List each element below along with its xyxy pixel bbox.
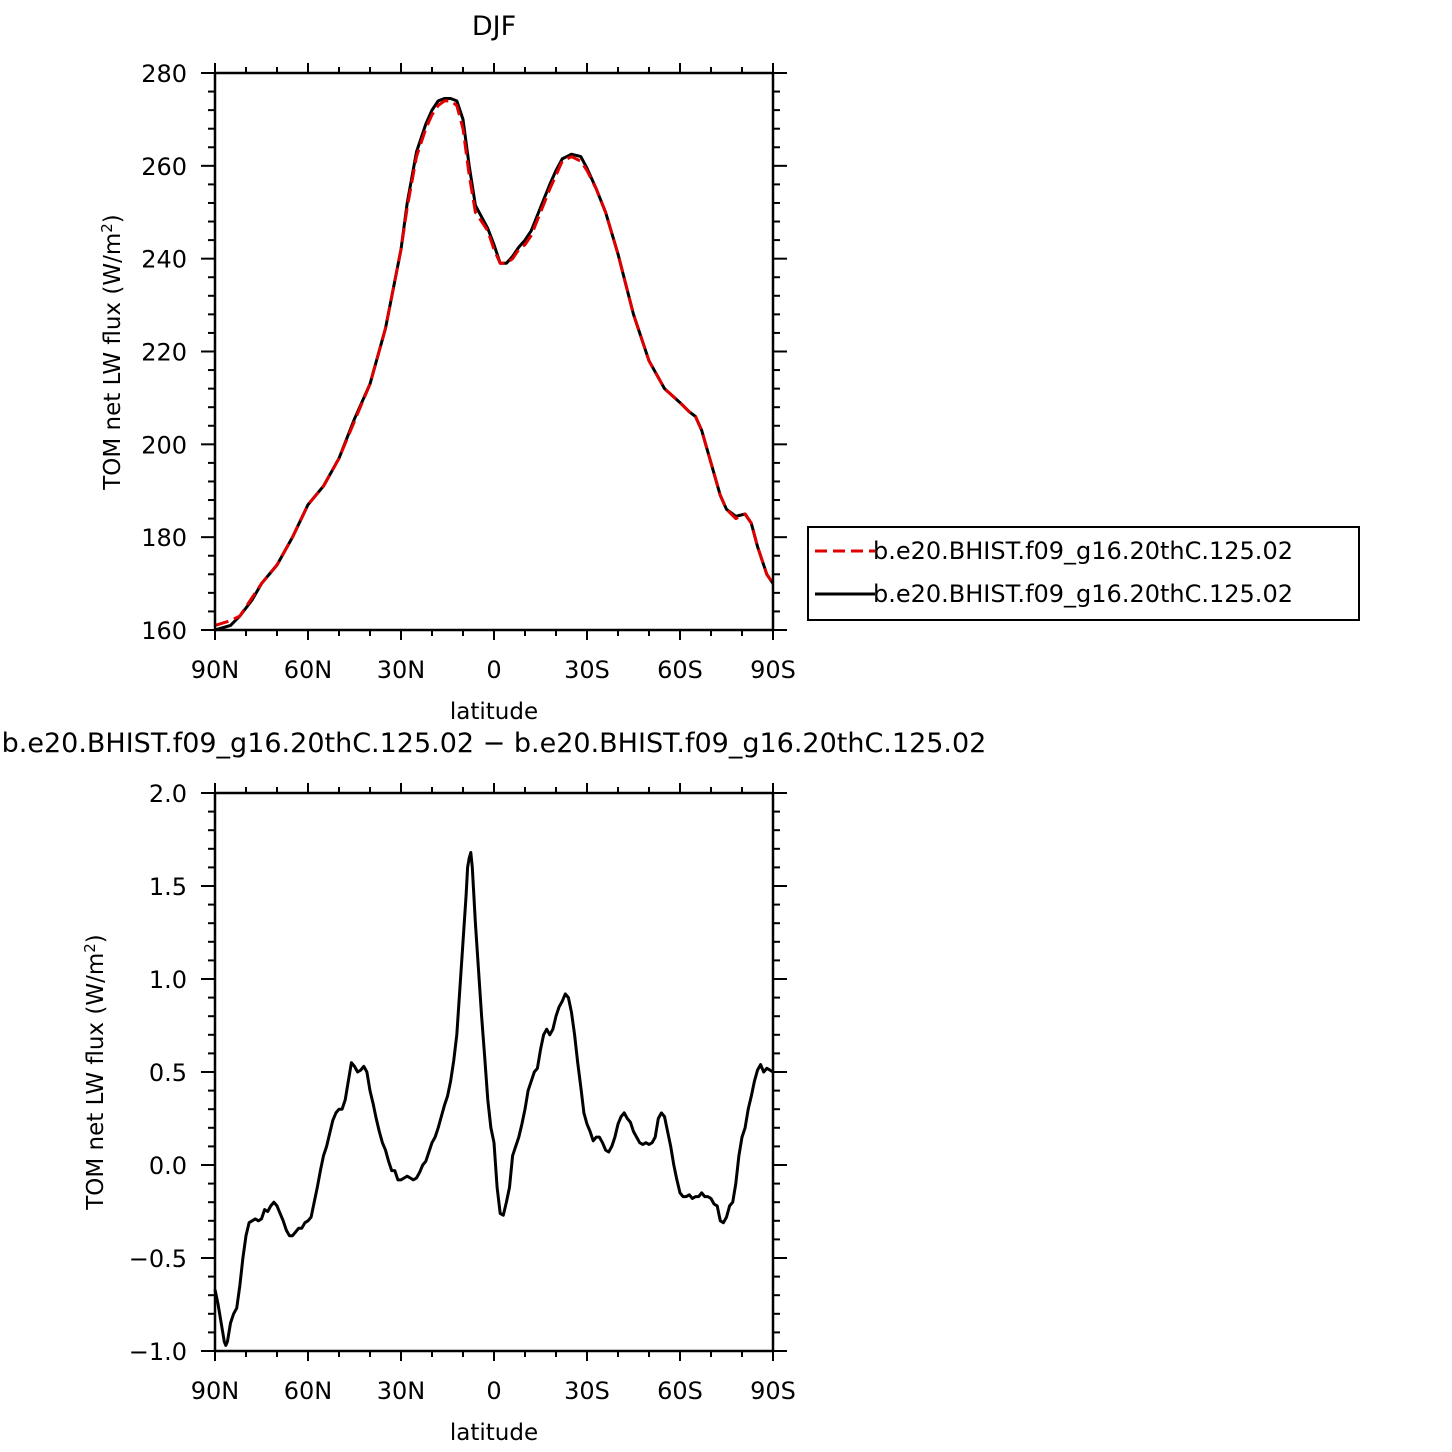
y-axis-label-end: ) xyxy=(100,214,126,223)
y-tick-label: 1.5 xyxy=(149,873,187,901)
top-chart-panel: DJF latitude TOM net LW flux (W/m2) 90N 6… xyxy=(98,11,1360,725)
y-tick-label: 2.0 xyxy=(149,780,187,808)
y-tick-label: 240 xyxy=(141,246,187,274)
tick-labels: 90N 60N 30N 0 30S 60S 90S 160 180 200 220 240 260 280 xyxy=(141,60,796,684)
bottom-chart-panel: b.e20.BHIST.f09_g16.20thC.125.02 − b.e20… xyxy=(2,728,987,1446)
difference-chart-title: b.e20.BHIST.f09_g16.20thC.125.02 − b.e20… xyxy=(2,728,987,759)
legend-entry-1: b.e20.BHIST.f09_g16.20thC.125.02 xyxy=(873,537,1293,565)
x-tick-label: 90N xyxy=(191,1377,240,1405)
y-axis-label: TOM net LW flux (W/m2) xyxy=(98,214,126,491)
legend-box xyxy=(807,526,1360,621)
x-tick-label: 60N xyxy=(284,656,333,684)
legend: b.e20.BHIST.f09_g16.20thC.125.02 b.e20.B… xyxy=(807,526,1360,621)
x-tick-label: 30N xyxy=(377,1377,426,1405)
y-tick-label: 180 xyxy=(141,524,187,552)
series-line-black-solid xyxy=(213,851,774,1347)
x-tick-label: 90S xyxy=(750,656,796,684)
plot-lines xyxy=(214,97,775,632)
y-tick-label: 0.5 xyxy=(149,1059,187,1087)
chart-title: DJF xyxy=(472,11,516,42)
y-tick-label: −1.0 xyxy=(129,1338,187,1366)
x-tick-label: 0 xyxy=(486,656,501,684)
y-tick-label: 0.0 xyxy=(149,1152,187,1180)
axis-ticks xyxy=(201,63,787,640)
series-line-black-solid xyxy=(214,97,775,632)
series-line-red-dashed xyxy=(214,99,775,627)
y-axis-label-text: TOM net LW flux (W/m xyxy=(83,953,109,1211)
x-axis-label: latitude xyxy=(450,699,538,725)
axis-ticks xyxy=(201,783,787,1361)
plot-frame xyxy=(213,791,775,1353)
y-axis-label-superscript: 2 xyxy=(81,943,99,953)
x-tick-label: 30N xyxy=(377,656,426,684)
y-tick-label: 160 xyxy=(141,617,187,645)
x-tick-label: 90S xyxy=(750,1377,796,1405)
x-tick-label: 60N xyxy=(284,1377,333,1405)
plot-frame xyxy=(213,71,775,632)
x-axis-label: latitude xyxy=(450,1420,538,1446)
y-tick-label: 200 xyxy=(141,431,187,459)
y-axis-label-superscript: 2 xyxy=(98,223,116,233)
y-tick-label: 1.0 xyxy=(149,966,187,994)
y-tick-label: 260 xyxy=(141,153,187,181)
tick-labels: 90N 60N 30N 0 30S 60S 90S −1.0 −0.5 0.0 0.5 1.0 1.5 2… xyxy=(129,780,796,1405)
x-tick-label: 90N xyxy=(191,656,240,684)
y-tick-label: 220 xyxy=(141,339,187,367)
y-axis-label: TOM net LW flux (W/m2) xyxy=(81,934,109,1211)
x-tick-label: 30S xyxy=(564,656,610,684)
legend-entry-2: b.e20.BHIST.f09_g16.20thC.125.02 xyxy=(873,580,1293,608)
x-tick-label: 60S xyxy=(657,656,703,684)
y-tick-label: −0.5 xyxy=(129,1245,187,1273)
x-tick-label: 30S xyxy=(564,1377,610,1405)
x-tick-label: 0 xyxy=(486,1377,501,1405)
x-tick-label: 60S xyxy=(657,1377,703,1405)
y-axis-label-text: TOM net LW flux (W/m xyxy=(100,233,126,491)
y-tick-label: 280 xyxy=(141,60,187,88)
plot-lines xyxy=(213,851,774,1347)
y-axis-label-end: ) xyxy=(83,934,109,943)
